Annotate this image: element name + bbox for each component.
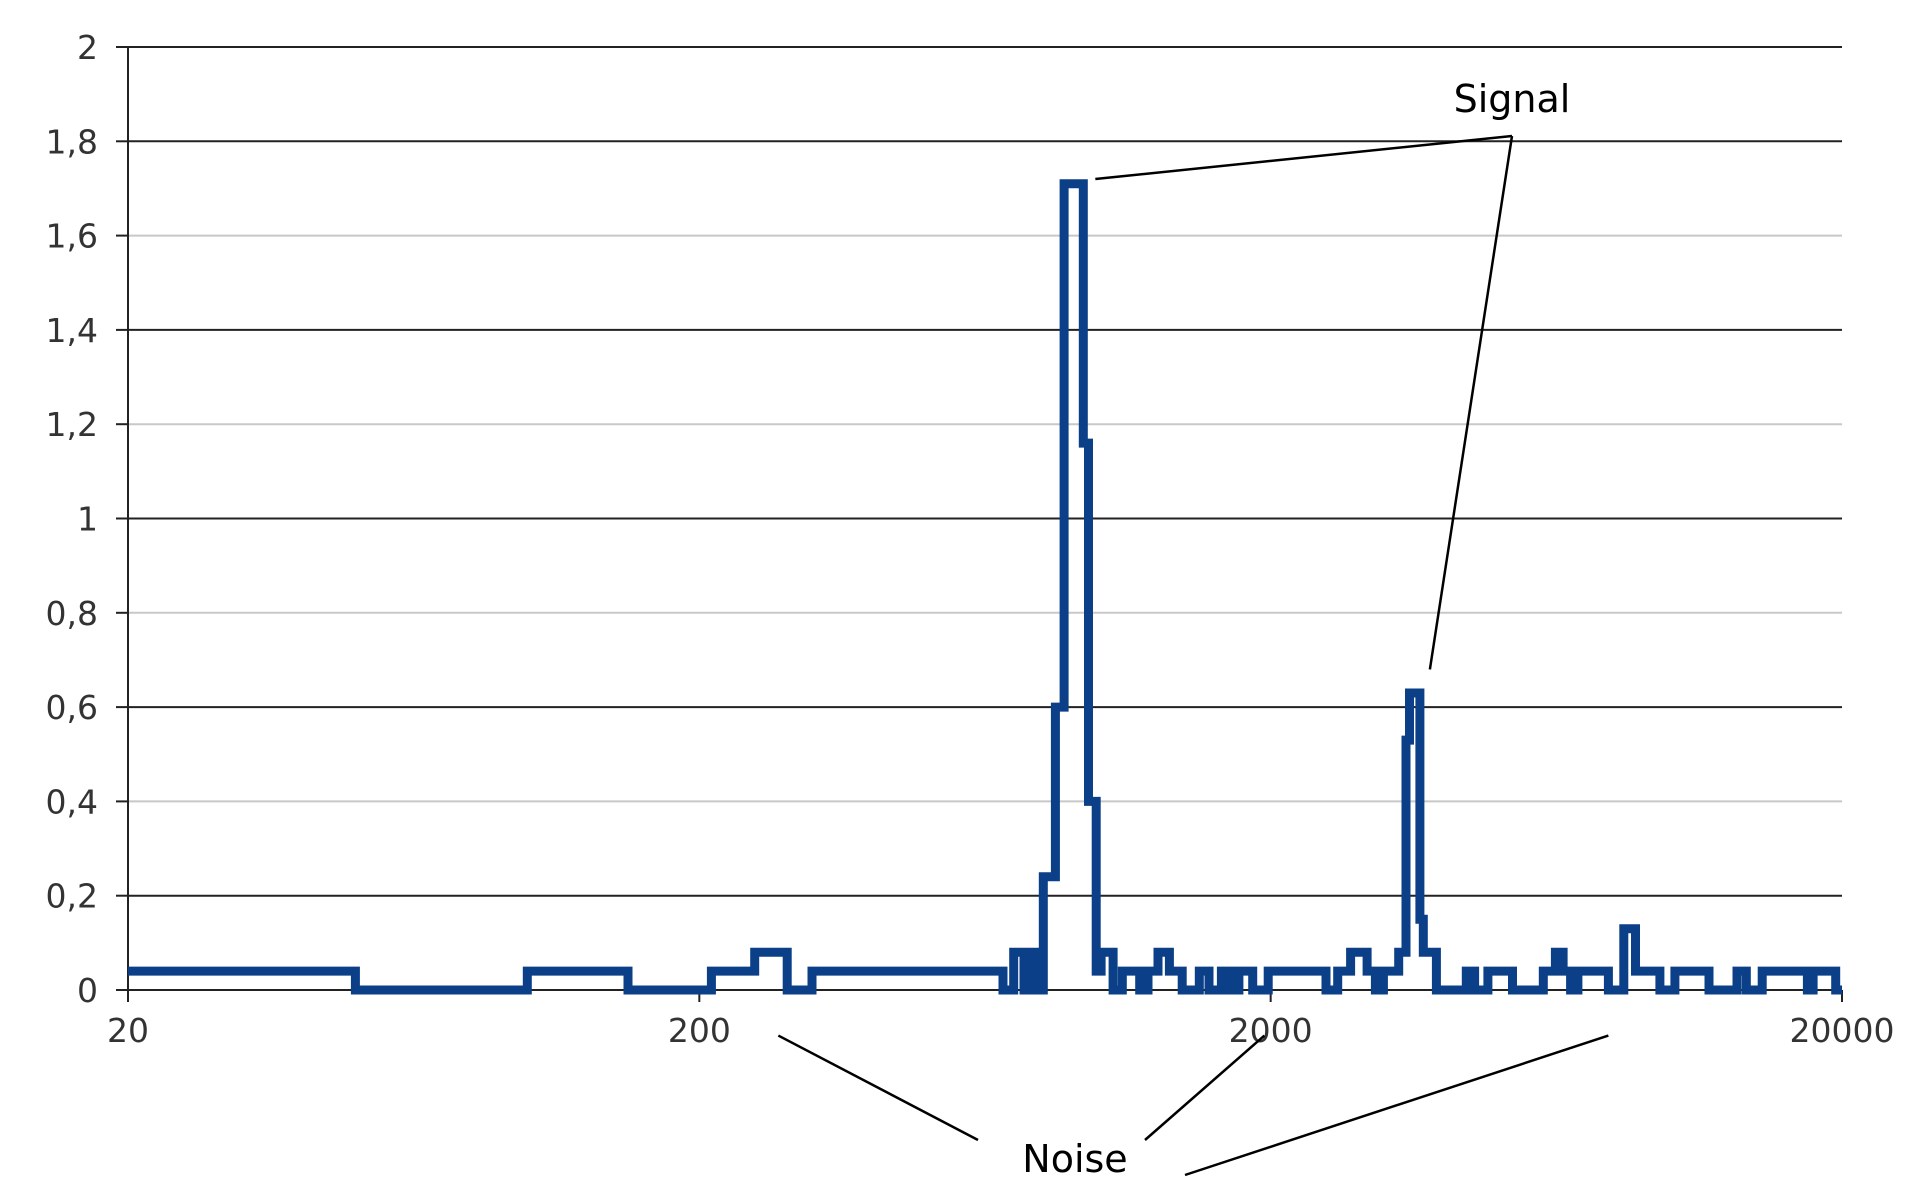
- y-tick-label: 1: [77, 500, 98, 539]
- x-tick-label: 20: [107, 1011, 149, 1050]
- y-tick-label: 0,2: [46, 877, 98, 916]
- x-tick-label: 200: [668, 1011, 731, 1050]
- x-tick-label: 2000: [1229, 1011, 1313, 1050]
- y-tick-label: 0,8: [46, 594, 98, 633]
- gridlines: [128, 46, 1842, 991]
- axes: [116, 46, 1843, 1002]
- x-tick-label: 20000: [1790, 1011, 1895, 1050]
- signal-pointer-line: [1095, 134, 1513, 181]
- y-tick-label: 1,2: [46, 405, 98, 444]
- x-tick-labels: 20 200 2000 20000: [107, 1011, 1894, 1050]
- y-tick-label: 0,4: [46, 782, 98, 821]
- signal-pointer-line: [1428, 135, 1514, 670]
- plot-area: [128, 179, 1842, 995]
- y-tick-label: 0,6: [46, 688, 98, 727]
- noise-pointer-line: [1184, 1034, 1609, 1177]
- y-tick-labels: 0 0,2 0,4 0,6 0,8 1 1,2 1,4 1,6 1,8 2: [46, 28, 98, 1010]
- series-line: [128, 179, 1842, 995]
- annotations: Signal Noise: [777, 77, 1609, 1181]
- y-tick-label: 2: [77, 28, 98, 67]
- y-tick-label: 1,6: [46, 217, 98, 256]
- signal-label: Signal: [1454, 77, 1571, 121]
- noise-pointer-line: [1144, 1034, 1266, 1141]
- y-tick-label: 1,8: [46, 122, 98, 161]
- noise-pointer-line: [777, 1034, 979, 1142]
- y-tick-label: 0: [77, 971, 98, 1010]
- y-tick-label: 1,4: [46, 311, 98, 350]
- noise-label: Noise: [1022, 1137, 1127, 1181]
